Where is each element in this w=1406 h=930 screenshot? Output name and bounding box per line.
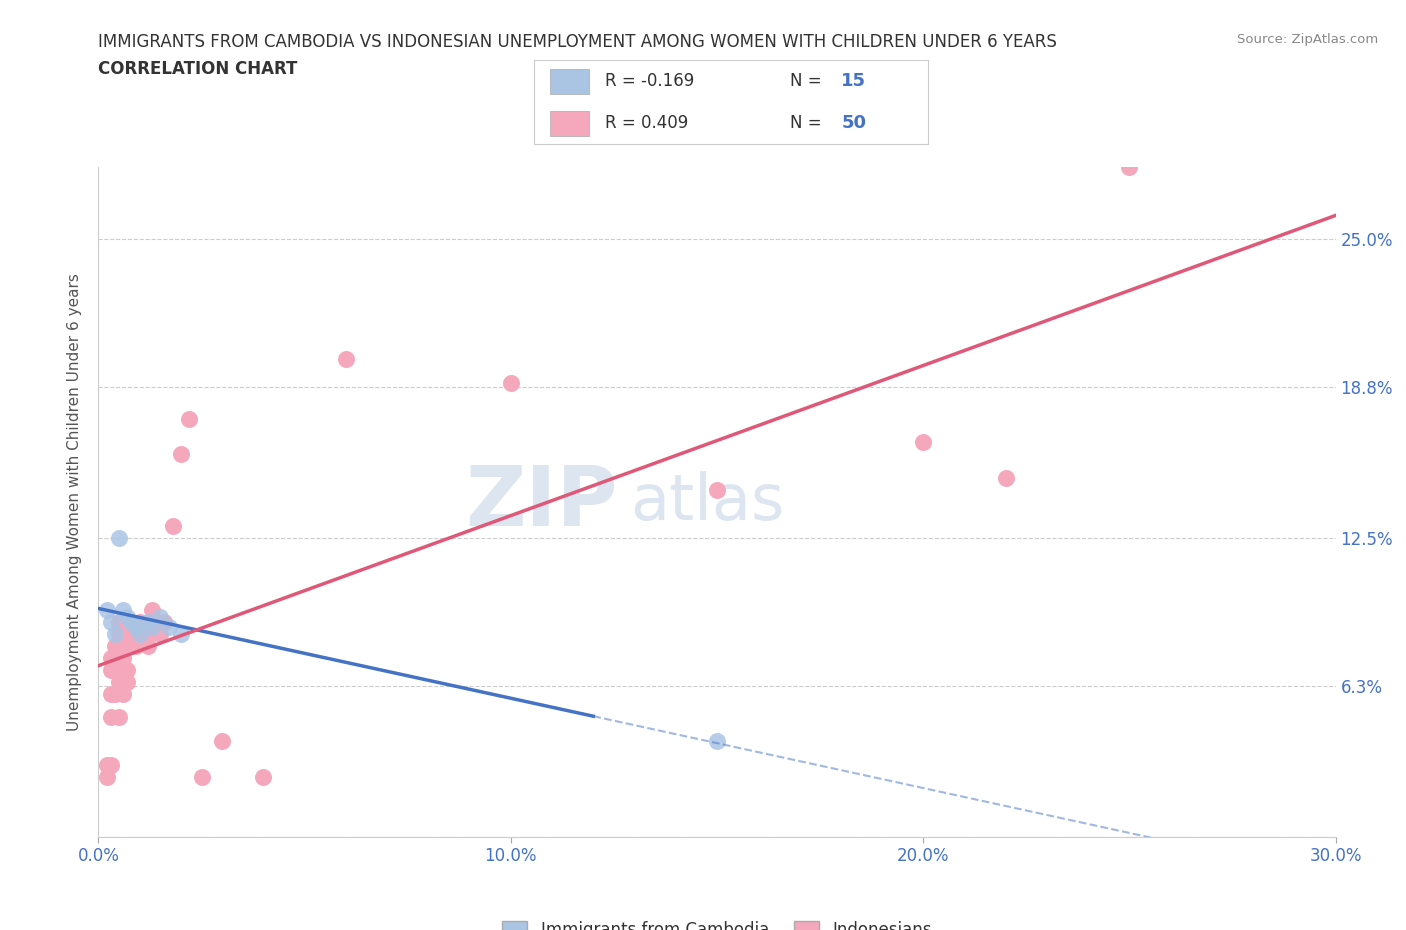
Point: [108, 531, 131, 546]
Point: [108, 674, 131, 689]
Point: [149, 609, 172, 624]
Point: [100, 650, 122, 665]
Point: [112, 603, 135, 618]
Point: [136, 626, 159, 641]
Text: Source: ZipAtlas.com: Source: ZipAtlas.com: [1237, 33, 1378, 46]
Point: [112, 662, 135, 677]
Point: [104, 638, 127, 653]
Point: [499, 375, 522, 390]
Point: [179, 411, 201, 426]
Point: [994, 471, 1017, 485]
Point: [117, 609, 139, 624]
Text: 15: 15: [841, 73, 866, 90]
Text: atlas: atlas: [630, 472, 785, 533]
Text: R = 0.409: R = 0.409: [605, 114, 689, 132]
Text: R = -0.169: R = -0.169: [605, 73, 695, 90]
Point: [335, 352, 357, 366]
Point: [170, 447, 193, 462]
Point: [120, 615, 142, 630]
Point: [120, 615, 142, 630]
Point: [108, 710, 131, 724]
Point: [1118, 160, 1140, 175]
Point: [128, 626, 150, 641]
Point: [912, 435, 935, 450]
Point: [112, 638, 135, 653]
Point: [108, 650, 131, 665]
Point: [96, 758, 118, 773]
Text: IMMIGRANTS FROM CAMBODIA VS INDONESIAN UNEMPLOYMENT AMONG WOMEN WITH CHILDREN UN: IMMIGRANTS FROM CAMBODIA VS INDONESIAN U…: [98, 33, 1057, 50]
Point: [141, 619, 163, 634]
Point: [100, 710, 122, 724]
Text: CORRELATION CHART: CORRELATION CHART: [98, 60, 298, 78]
Point: [124, 638, 146, 653]
Point: [706, 483, 728, 498]
Point: [211, 734, 233, 749]
Point: [136, 638, 159, 653]
Point: [124, 619, 146, 634]
Point: [153, 615, 176, 630]
Point: [112, 626, 135, 641]
Point: [104, 686, 127, 701]
Point: [117, 626, 139, 641]
Point: [100, 686, 122, 701]
Point: [112, 686, 135, 701]
Point: [112, 674, 135, 689]
Point: [141, 603, 163, 618]
Point: [117, 662, 139, 677]
Legend: Immigrants from Cambodia, Indonesians: Immigrants from Cambodia, Indonesians: [494, 912, 941, 930]
Point: [96, 770, 118, 785]
Point: [100, 615, 122, 630]
Point: [170, 626, 193, 641]
Bar: [550, 69, 589, 94]
Point: [706, 734, 728, 749]
Point: [96, 603, 118, 618]
Point: [162, 519, 184, 534]
Text: ZIP: ZIP: [465, 461, 619, 543]
Point: [108, 638, 131, 653]
Text: 50: 50: [841, 114, 866, 132]
Text: N =: N =: [790, 114, 827, 132]
Point: [149, 626, 172, 641]
Point: [157, 619, 180, 634]
Point: [145, 615, 167, 630]
Point: [100, 662, 122, 677]
Point: [112, 650, 135, 665]
Bar: [550, 111, 589, 136]
Point: [108, 615, 131, 630]
Point: [100, 758, 122, 773]
Point: [104, 626, 127, 641]
Y-axis label: Unemployment Among Women with Children Under 6 years: Unemployment Among Women with Children U…: [67, 273, 83, 731]
Point: [104, 650, 127, 665]
Point: [117, 674, 139, 689]
Point: [128, 626, 150, 641]
Point: [136, 615, 159, 630]
Point: [128, 615, 150, 630]
Point: [190, 770, 212, 785]
Point: [104, 662, 127, 677]
Point: [252, 770, 274, 785]
Point: [108, 626, 131, 641]
Point: [120, 626, 142, 641]
Text: N =: N =: [790, 73, 827, 90]
Point: [117, 615, 139, 630]
